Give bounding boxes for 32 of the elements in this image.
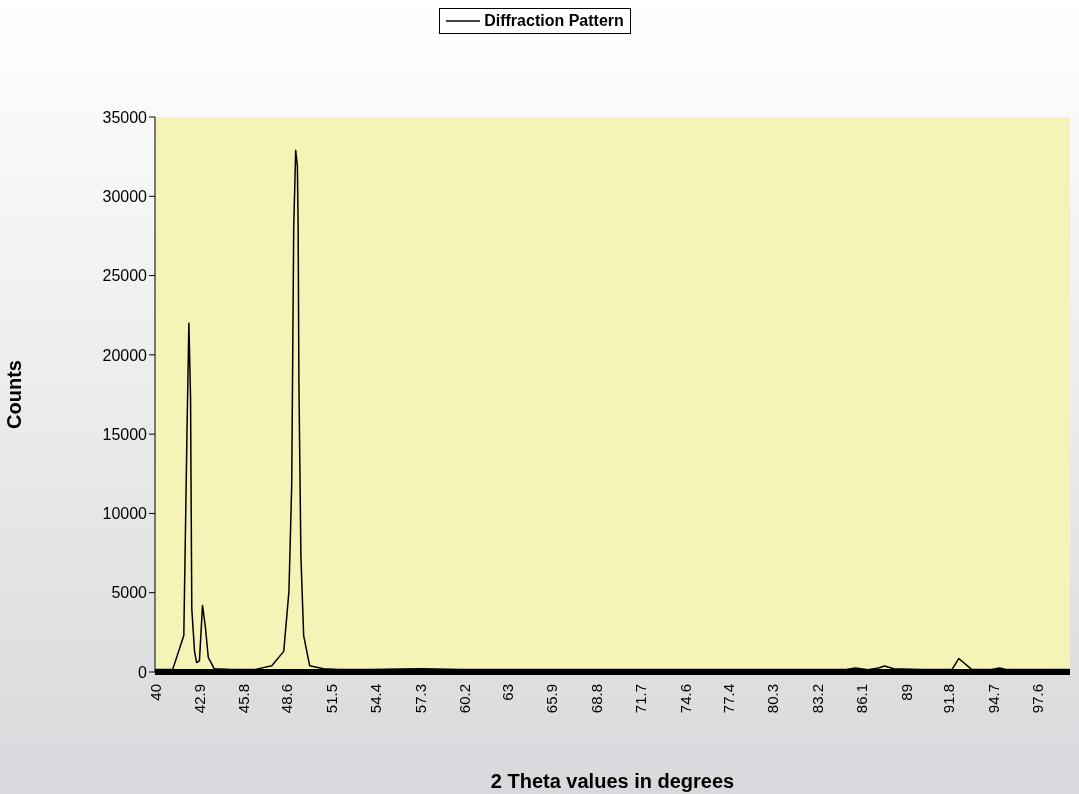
y-tick-label: 15000: [102, 425, 148, 443]
x-tick-label: 65.9: [543, 684, 561, 714]
x-tick-label: 40: [146, 684, 164, 701]
x-tick-label: 86.1: [853, 684, 871, 714]
x-tick-label: 77.4: [719, 684, 737, 714]
y-tick-label: 0: [138, 663, 148, 681]
y-tick-label: 30000: [102, 187, 148, 205]
x-tick-label: 80.3: [764, 684, 782, 714]
y-tick-label: 35000: [102, 108, 148, 126]
y-tick-label: 20000: [102, 346, 148, 364]
x-tick-label: 94.7: [984, 684, 1002, 714]
x-tick-label: 48.6: [278, 684, 296, 714]
legend-label: Diffraction Pattern: [483, 12, 624, 30]
x-tick-label: 83.2: [808, 684, 826, 714]
x-tick-label: 74.6: [676, 684, 694, 714]
x-tick-label: 71.7: [632, 684, 650, 714]
x-tick-label: 89: [897, 684, 915, 701]
x-axis-title: 2 Theta values in degrees: [490, 770, 735, 792]
y-tick-label: 5000: [111, 584, 148, 602]
y-tick-label: 10000: [102, 505, 148, 523]
x-tick-label: 91.8: [940, 684, 958, 714]
x-tick-label: 42.9: [190, 684, 208, 714]
x-tick-label: 60.2: [456, 684, 474, 714]
y-axis-title: Counts: [3, 360, 26, 429]
x-tick-label: 45.8: [235, 684, 253, 714]
x-tick-label: 68.8: [587, 684, 605, 714]
x-tick-label: 97.6: [1029, 684, 1047, 714]
x-tick-label: 54.4: [367, 684, 385, 714]
x-tick-label: 57.3: [411, 684, 429, 714]
y-tick-label: 25000: [102, 267, 148, 285]
x-tick-label: 63: [499, 684, 517, 701]
x-tick-label: 51.5: [322, 684, 340, 714]
